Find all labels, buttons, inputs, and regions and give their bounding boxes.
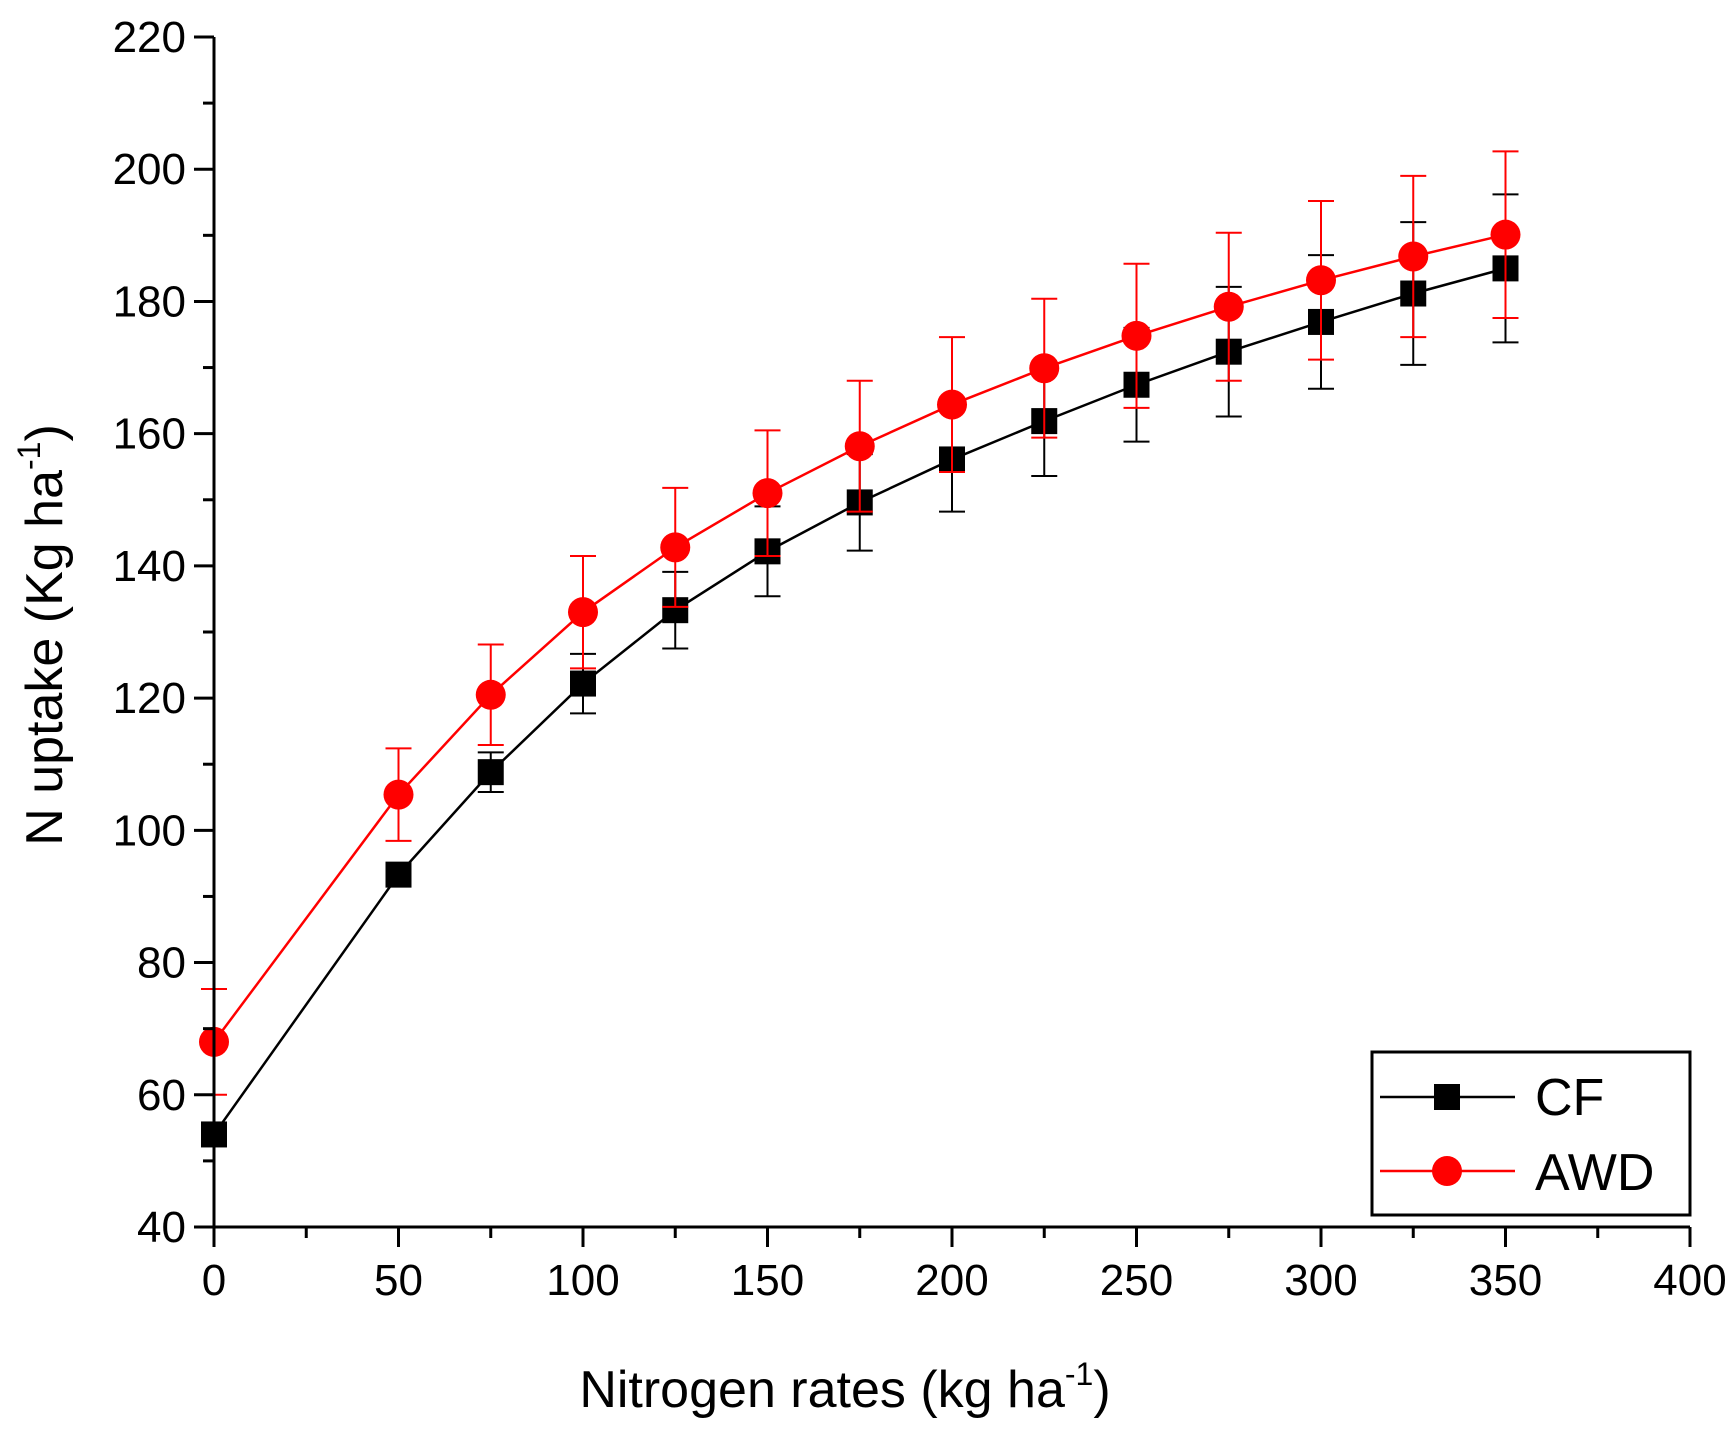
y-tick-label: 120 xyxy=(113,674,186,723)
y-tick-label: 60 xyxy=(137,1071,186,1120)
data-point-awd xyxy=(752,478,783,509)
x-tick-label: 300 xyxy=(1284,1256,1357,1305)
y-tick-label: 100 xyxy=(113,806,186,855)
x-tick-label: 250 xyxy=(1100,1256,1173,1305)
series-line-awd xyxy=(212,233,1506,1043)
legend-awd-label: AWD xyxy=(1535,1144,1654,1202)
data-point-awd xyxy=(937,389,967,420)
x-axis-title: Nitrogen rates (kg ha-1) xyxy=(579,1356,1110,1419)
data-point-awd xyxy=(1490,219,1521,250)
legend-box xyxy=(1370,1050,1692,1217)
data-point-awd xyxy=(660,532,691,563)
x-tick-label: 200 xyxy=(915,1256,988,1305)
legend-cf-label: CF xyxy=(1535,1069,1604,1127)
axes: 40 60 80 100 120 140 160 180 200 220 0 50 100 150 200 2… xyxy=(113,13,1727,1305)
data-point-awd xyxy=(568,597,598,628)
y-tick-label: 80 xyxy=(137,939,186,988)
data-point-cf xyxy=(385,861,412,888)
data-point-cf xyxy=(477,759,504,786)
data-point-cf xyxy=(570,670,596,697)
y-tick-label: 180 xyxy=(113,277,186,326)
data-point-awd xyxy=(1121,320,1152,351)
x-tick-label: 150 xyxy=(731,1256,804,1305)
y-tick-label: 160 xyxy=(113,410,186,459)
legend: CF AWD xyxy=(1370,1050,1692,1217)
x-tick-label: 50 xyxy=(374,1256,423,1305)
y-tick-label: 220 xyxy=(113,13,186,62)
x-tick-label: 0 xyxy=(202,1256,226,1305)
y-tick-label: 40 xyxy=(137,1203,186,1252)
y-tick-label: 200 xyxy=(113,145,186,194)
legend-cf-marker xyxy=(1434,1084,1460,1110)
series-awd xyxy=(199,150,1521,1096)
plot-area xyxy=(199,150,1521,1148)
data-point-awd xyxy=(1213,291,1244,322)
data-point-awd xyxy=(475,679,506,710)
data-point-awd xyxy=(844,431,875,462)
x-tick-label: 350 xyxy=(1469,1256,1542,1305)
x-tick-label: 400 xyxy=(1653,1256,1726,1305)
data-point-awd xyxy=(1306,265,1336,296)
series-line-cf xyxy=(212,267,1506,1136)
data-point-awd xyxy=(1029,353,1060,384)
data-point-awd xyxy=(1398,241,1429,272)
legend-awd-marker xyxy=(1432,1156,1462,1186)
y-axis-title: N uptake (Kg ha-1) xyxy=(11,424,74,846)
x-tick-label: 100 xyxy=(546,1256,619,1305)
y-tick-label: 140 xyxy=(113,542,186,591)
data-point-awd xyxy=(383,779,414,810)
